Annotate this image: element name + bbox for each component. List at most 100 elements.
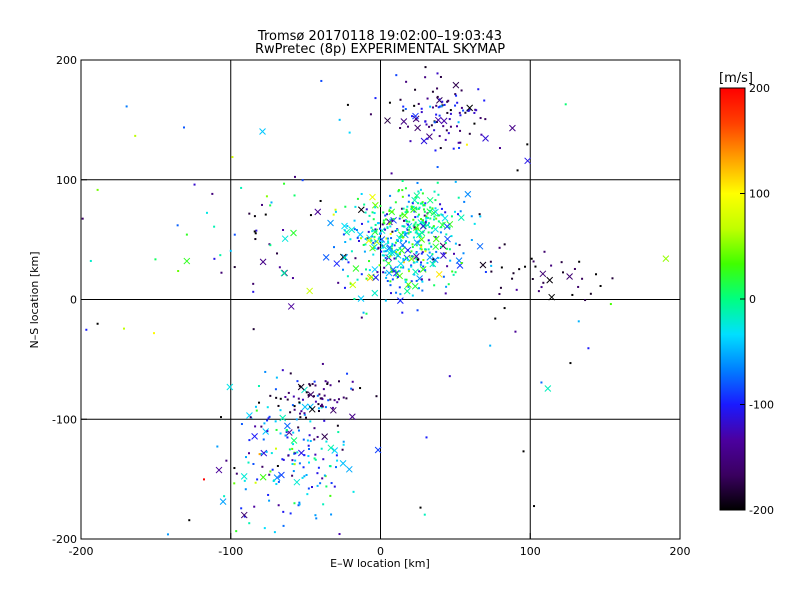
- data-point-dot-114: [394, 241, 397, 244]
- data-point-cross-484: [411, 196, 418, 204]
- data-point-dot-502: [468, 132, 471, 135]
- data-point-dot-956: [338, 118, 341, 121]
- data-point-dot-376: [424, 248, 427, 251]
- data-point-dot-858: [319, 405, 322, 408]
- data-point-dot-477: [423, 204, 426, 207]
- data-point-dot-818: [307, 487, 310, 490]
- data-point-dot-795: [248, 522, 251, 525]
- data-point-cross-497: [426, 196, 434, 204]
- data-point-dot-756: [289, 512, 292, 515]
- data-point-dot-200: [427, 222, 430, 225]
- data-point-dot-108: [425, 216, 428, 219]
- data-point-dot-626: [494, 317, 497, 320]
- data-point-dot-856: [314, 384, 317, 387]
- data-point-dot-288: [347, 261, 350, 264]
- data-point-dot-742: [273, 479, 276, 482]
- data-point-dot-840: [351, 388, 354, 391]
- data-point-dot-354: [460, 262, 463, 265]
- data-point-dot-901: [264, 213, 267, 216]
- data-point-dot-619: [499, 286, 502, 289]
- data-point-dot-147: [356, 236, 359, 239]
- data-point-cross-703: [339, 460, 347, 467]
- data-point-dot-495: [416, 223, 419, 226]
- data-point-cross-68: [444, 235, 451, 243]
- data-point-dot-660: [247, 461, 250, 464]
- data-point-dot-998: [85, 328, 88, 331]
- data-point-dot-922: [254, 232, 257, 235]
- data-point-cross-980: [544, 385, 552, 392]
- data-point-dot-889: [338, 380, 341, 383]
- colorbar-ticks: 200 100 0 -100 -200: [740, 82, 774, 517]
- data-point-dot-882: [305, 391, 308, 394]
- data-point-cross-695: [298, 449, 305, 457]
- data-point-dot-928: [240, 186, 243, 189]
- data-point-dot-621: [498, 293, 501, 296]
- data-point-dot-672: [243, 515, 246, 518]
- data-point-dot-765: [314, 514, 317, 517]
- data-point-dot-520: [417, 102, 420, 105]
- data-point-dot-378: [405, 278, 408, 281]
- data-point-dot-652: [324, 406, 327, 409]
- data-point-dot-894: [307, 394, 310, 397]
- data-point-dot-537: [425, 123, 428, 126]
- y-tick-label-1: -100: [52, 413, 77, 426]
- data-point-dot-515: [442, 125, 445, 128]
- data-point-dot-594: [445, 129, 448, 132]
- data-point-dot-782: [268, 415, 271, 418]
- data-point-dot-849: [312, 395, 315, 398]
- data-point-dot-282: [382, 246, 385, 249]
- data-point-dot-688: [316, 435, 319, 438]
- data-point-dot-718: [277, 504, 280, 507]
- data-point-dot-80: [383, 250, 386, 253]
- data-point-dot-874: [293, 408, 296, 411]
- data-point-cross-768: [219, 498, 227, 506]
- data-point-cross-802: [374, 446, 382, 454]
- data-point-dot-837: [351, 380, 354, 383]
- data-point-dot-743: [298, 501, 301, 504]
- data-point-cross-729: [240, 473, 248, 480]
- data-point-dot-777: [297, 504, 300, 507]
- data-point-cross-381: [416, 275, 423, 282]
- data-point-dot-181: [440, 226, 443, 229]
- data-point-dot-218: [437, 193, 440, 196]
- data-point-dot-1000: [373, 212, 376, 215]
- data-point-dot-820: [308, 434, 311, 437]
- data-point-cross-947: [349, 281, 357, 289]
- data-point-dot-487: [433, 190, 436, 193]
- data-point-dot-398: [439, 245, 442, 248]
- data-point-cross-643: [479, 261, 487, 269]
- data-point-dot-310: [354, 257, 357, 260]
- data-point-dot-875: [331, 406, 334, 409]
- data-point-dot-312: [357, 239, 360, 242]
- data-point-dot-993: [154, 258, 157, 261]
- data-point-dot-240: [463, 200, 466, 203]
- data-point-dot-438: [405, 220, 408, 223]
- data-point-dot-550: [399, 98, 402, 101]
- data-point-dot-247: [416, 181, 419, 184]
- data-point-dot-708: [254, 405, 257, 408]
- data-point-dot-864: [321, 405, 324, 408]
- data-point-dot-429: [409, 231, 412, 234]
- data-point-dot-371: [397, 190, 400, 193]
- data-point-dot-752: [323, 419, 326, 422]
- data-point-dot-740: [335, 454, 338, 457]
- data-point-dot-118: [332, 213, 335, 216]
- data-point-dot-595: [433, 121, 436, 124]
- data-point-dot-800: [266, 419, 269, 422]
- data-point-dot-283: [416, 215, 419, 218]
- x-tick-label-3: 100: [520, 545, 541, 558]
- data-point-dot-447: [414, 221, 417, 224]
- data-point-dot-488: [423, 210, 426, 213]
- data-point-dot-235: [412, 236, 415, 239]
- data-point-dot-510: [436, 95, 439, 98]
- data-point-cross-329: [443, 223, 451, 230]
- data-point-dot-529: [439, 75, 442, 78]
- data-point-dot-421: [445, 233, 448, 236]
- data-point-dot-615: [498, 246, 501, 249]
- data-point-dot-416: [388, 223, 391, 226]
- data-point-dot-428: [423, 221, 426, 224]
- data-point-cross-931: [280, 269, 288, 277]
- data-point-dot-466: [417, 202, 420, 205]
- data-point-dot-294: [428, 251, 431, 254]
- data-point-dot-263: [381, 223, 384, 226]
